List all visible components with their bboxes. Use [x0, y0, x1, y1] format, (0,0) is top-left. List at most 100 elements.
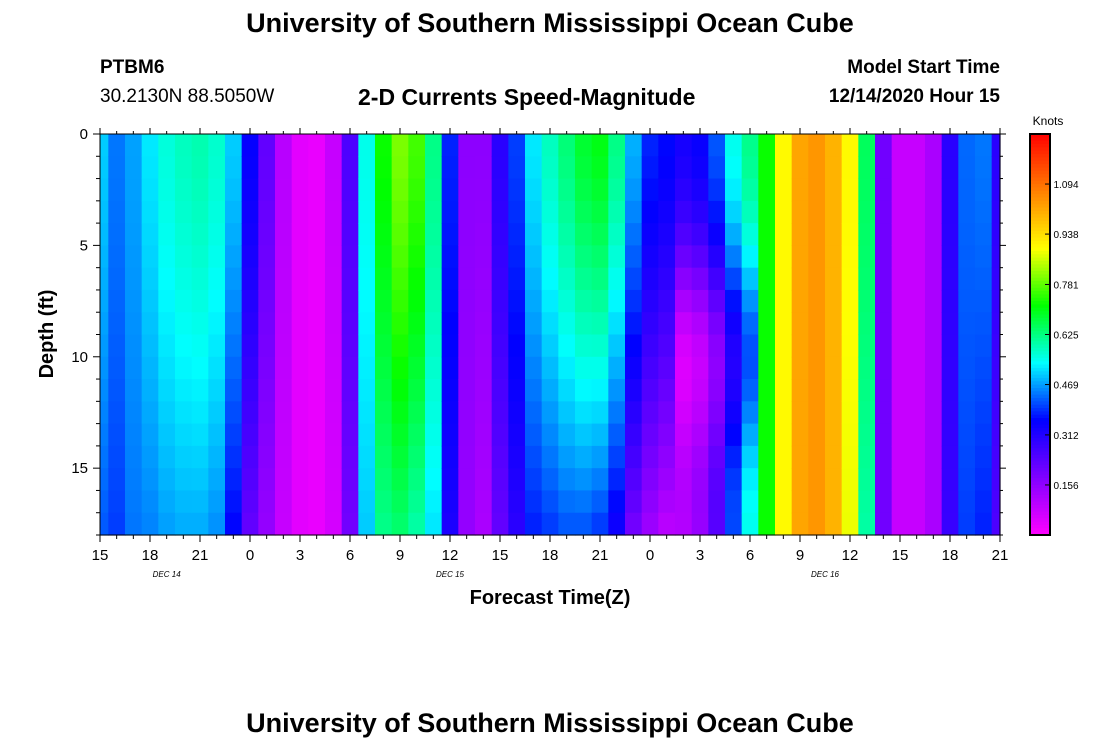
colorbar-swatch — [1030, 271, 1050, 275]
heatmap-cell — [858, 356, 876, 380]
heatmap-cell — [158, 223, 176, 246]
heatmap-cell — [941, 445, 959, 469]
heatmap-cell — [191, 267, 209, 291]
heatmap-cell — [341, 379, 359, 402]
heatmap-cell — [841, 445, 859, 469]
heatmap-cell — [641, 423, 659, 447]
colorbar-swatch — [1030, 418, 1050, 422]
heatmap-cell — [508, 334, 526, 358]
colorbar-swatch — [1030, 194, 1050, 199]
colorbar-swatch — [1030, 230, 1050, 235]
heatmap-cell — [525, 178, 543, 202]
heatmap-cell — [175, 289, 193, 313]
heatmap-cell — [825, 445, 843, 469]
heatmap-cell — [208, 490, 226, 514]
heatmap-cell — [658, 445, 676, 469]
colorbar-swatch — [1030, 137, 1050, 142]
heatmap-cell — [975, 267, 993, 291]
heatmap-cell — [841, 423, 859, 447]
heatmap-cell — [991, 200, 1001, 224]
heatmap-cell — [858, 178, 876, 202]
heatmap-cell — [225, 423, 243, 447]
heatmap-cell — [458, 401, 476, 425]
heatmap-cell — [341, 178, 359, 202]
heatmap-cell — [108, 289, 126, 313]
heatmap-cell — [741, 289, 759, 313]
heatmap-cell — [141, 490, 159, 514]
heatmap-cell — [875, 423, 893, 447]
heatmap-cell — [591, 468, 609, 492]
heatmap-cell — [675, 156, 693, 180]
heatmap-cell — [641, 334, 659, 358]
colorbar-swatch — [1030, 207, 1050, 212]
heatmap-cell — [908, 334, 926, 358]
heatmap-cell — [225, 267, 243, 291]
heatmap-cell — [225, 356, 243, 380]
heatmap-cell — [725, 334, 743, 358]
x-tick-label: 18 — [942, 547, 959, 564]
heatmap-cell — [925, 379, 943, 402]
heatmap-cell — [125, 134, 143, 157]
heatmap-cell — [891, 267, 909, 291]
heatmap-cell — [508, 245, 526, 269]
heatmap-cell — [758, 468, 776, 492]
heatmap-cell — [591, 490, 609, 514]
heatmap-cell — [525, 379, 543, 402]
heatmap-cell — [991, 134, 1001, 157]
heatmap-cell — [741, 134, 759, 157]
heatmap-cell — [775, 445, 793, 469]
heatmap-cell — [458, 223, 476, 246]
heatmap-cell — [441, 312, 459, 336]
heatmap-cell — [408, 379, 426, 402]
heatmap-cell — [941, 289, 959, 313]
heatmap-cell — [391, 312, 409, 336]
colorbar-swatch — [1030, 374, 1050, 379]
heatmap-cell — [725, 445, 743, 469]
heatmap-cell — [425, 156, 443, 180]
colorbar-swatch — [1030, 287, 1050, 292]
colorbar-swatch — [1030, 488, 1050, 493]
heatmap-cell — [408, 401, 426, 425]
heatmap-cell — [691, 423, 709, 447]
heatmap-cell — [375, 267, 393, 291]
heatmap-cell — [208, 245, 226, 269]
heatmap-cell — [608, 423, 626, 447]
heatmap-cell — [741, 245, 759, 269]
heatmap-cell — [691, 178, 709, 202]
colorbar-swatch — [1030, 391, 1050, 396]
x-tick-label: 18 — [542, 547, 559, 564]
heatmap-cell — [125, 200, 143, 224]
colorbar-swatch — [1030, 421, 1050, 426]
heatmap-cell — [441, 401, 459, 425]
heatmap-cell — [175, 401, 193, 425]
heatmap-cell — [625, 490, 643, 514]
heatmap-cell — [291, 223, 309, 246]
colorbar-swatch — [1030, 284, 1050, 289]
heatmap-cell — [241, 334, 259, 358]
heatmap-cell — [308, 267, 326, 291]
heatmap-cell — [558, 490, 576, 514]
heatmap-cell — [741, 423, 759, 447]
heatmap-cell — [758, 401, 776, 425]
heatmap-cell — [675, 490, 693, 514]
heatmap-cell — [708, 379, 726, 402]
heatmap-cell — [608, 490, 626, 514]
heatmap-cell — [775, 379, 793, 402]
heatmap-cell — [591, 223, 609, 246]
heatmap-cell — [341, 445, 359, 469]
heatmap-cell — [341, 401, 359, 425]
heatmap-cell — [325, 178, 343, 202]
heatmap-cell — [475, 156, 493, 180]
heatmap-cell — [141, 134, 159, 157]
heatmap-cell — [708, 178, 726, 202]
heatmap-cell — [825, 356, 843, 380]
heatmap-cell — [825, 178, 843, 202]
heatmap-cell — [558, 289, 576, 313]
heatmap-cell — [558, 178, 576, 202]
colorbar-swatch — [1030, 190, 1050, 195]
heatmap-cell — [908, 379, 926, 402]
heatmap-cell — [225, 445, 243, 469]
heatmap-cell — [608, 445, 626, 469]
heatmap-cell — [641, 468, 659, 492]
heatmap-cell — [241, 289, 259, 313]
